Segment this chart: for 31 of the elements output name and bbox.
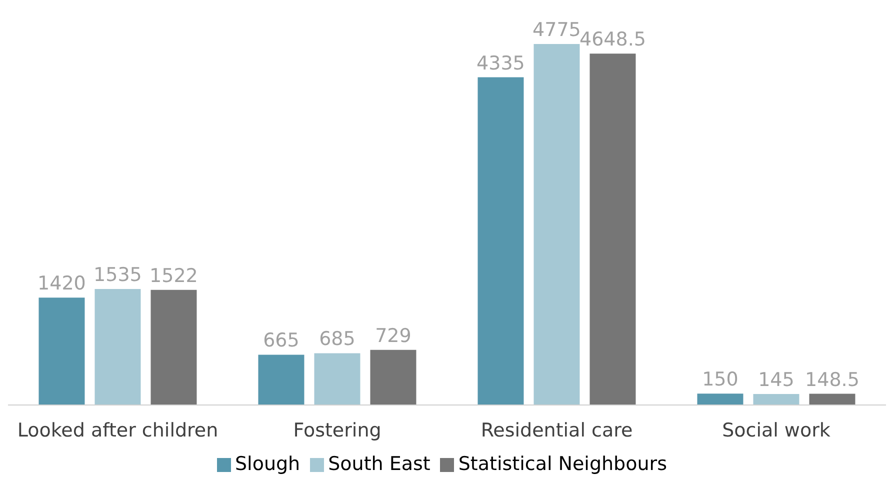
bar <box>534 44 580 405</box>
x-tick-label: Social work <box>722 419 830 442</box>
data-label: 145 <box>758 369 794 392</box>
data-label: 729 <box>375 324 412 347</box>
data-label: 1420 <box>38 272 86 295</box>
bar <box>258 354 304 405</box>
bar <box>590 54 636 405</box>
data-label: 4775 <box>532 19 581 41</box>
bar <box>38 298 85 405</box>
legend-label: Slough <box>234 453 300 475</box>
bar <box>697 394 744 405</box>
legend-label: South East <box>328 453 430 475</box>
data-label: 685 <box>319 328 356 350</box>
bar <box>94 288 141 405</box>
bar <box>809 394 856 405</box>
bar <box>370 350 416 405</box>
data-label: 665 <box>263 330 300 352</box>
data-label: 1522 <box>150 264 198 287</box>
legend-label: Statistical Neighbours <box>458 453 667 475</box>
x-tick-label: Looked after children <box>17 419 218 442</box>
bar <box>753 394 800 405</box>
data-label: 4335 <box>476 52 525 74</box>
x-tick-label: Fostering <box>293 419 382 442</box>
data-label: 4648.5 <box>579 28 646 51</box>
data-label: 1535 <box>94 264 142 286</box>
x-tick-label: Residential care <box>480 419 633 442</box>
bar <box>478 77 524 405</box>
data-label: 150 <box>702 368 738 391</box>
data-label: 148.5 <box>805 368 860 391</box>
bar <box>314 353 360 405</box>
bar <box>150 290 197 405</box>
